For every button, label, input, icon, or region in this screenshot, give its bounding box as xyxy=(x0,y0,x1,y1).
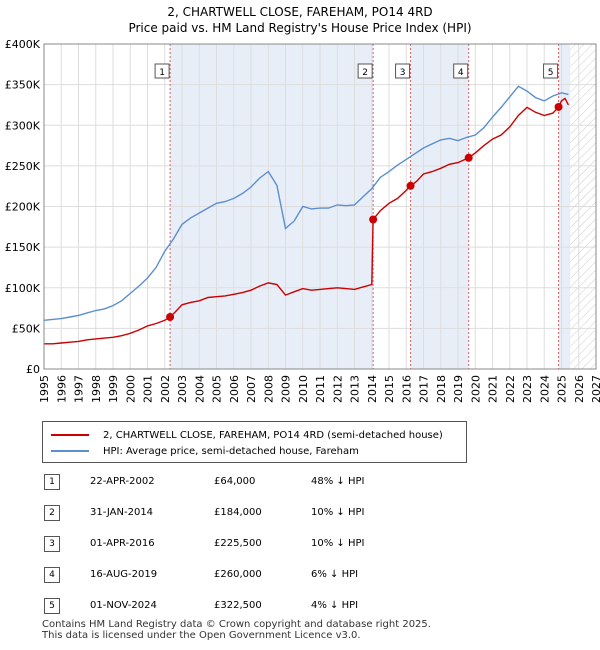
y-tick-label: £200K xyxy=(5,201,41,214)
price-series-line xyxy=(44,97,570,345)
footer: Contains HM Land Registry data © Crown c… xyxy=(42,619,431,641)
price-chart: 1 2 3 4 5 £0 £50K £100K £150K £200K £250K £300K £350… xyxy=(5,38,600,403)
x-tick-label: 2001 xyxy=(142,375,155,403)
x-tick-label: 2023 xyxy=(521,375,534,403)
sale-label-box xyxy=(154,63,170,79)
x-tick-label: 2022 xyxy=(504,375,517,403)
legend-item-price: 2, CHARTWELL CLOSE, FAREHAM, PO14 4RD (s… xyxy=(51,428,443,442)
x-tick-label: 2026 xyxy=(573,375,586,403)
x-tick-label: 2009 xyxy=(280,375,293,403)
chart-subtitle: Price paid vs. HM Land Registry's House … xyxy=(128,21,472,35)
x-tick-label: 2019 xyxy=(452,375,465,403)
y-tick-label: £100K xyxy=(5,282,41,295)
x-tick-label: 2007 xyxy=(245,375,258,403)
y-tick-label: £250K xyxy=(5,160,41,173)
x-tick-label: 2017 xyxy=(418,375,431,403)
chart-legend: 2, CHARTWELL CLOSE, FAREHAM, PO14 4RD (s… xyxy=(42,421,467,463)
sale-number: 3 xyxy=(44,536,60,552)
sale-number: 5 xyxy=(44,598,60,614)
sale-date: 16-AUG-2019 xyxy=(90,569,158,580)
plot-border xyxy=(43,43,597,370)
legend-item-hpi: HPI: Average price, semi-detached house,… xyxy=(51,444,359,458)
x-tick-label: 2024 xyxy=(538,375,551,403)
x-tick-label: 2013 xyxy=(349,375,362,403)
sale-label-number: 2 xyxy=(362,68,368,78)
x-tick-label: 2005 xyxy=(211,375,224,403)
x-tick-label: 2014 xyxy=(366,375,379,403)
sale-label-number: 4 xyxy=(458,68,464,78)
x-tick-label: 2000 xyxy=(124,375,137,403)
sale-date: 22-APR-2002 xyxy=(90,476,155,487)
x-tick-label: 2003 xyxy=(176,375,189,403)
x-tick-label: 2004 xyxy=(193,375,206,403)
table-row: 2 31-JAN-2014 £184,000 10% ↓ HPI xyxy=(42,505,462,521)
sale-hpi-diff: 6% ↓ HPI xyxy=(311,569,359,580)
sale-point xyxy=(406,181,415,190)
x-tick-label: 1999 xyxy=(107,375,120,403)
x-tick-label: 2015 xyxy=(383,375,396,403)
sale-label-number: 3 xyxy=(400,68,406,78)
sale-price: £184,000 xyxy=(214,507,262,518)
sale-label-box xyxy=(453,63,469,79)
sale-point xyxy=(166,313,175,321)
sale-price: £64,000 xyxy=(214,476,256,487)
sale-number: 2 xyxy=(44,505,60,521)
sale-price: £260,000 xyxy=(214,569,262,580)
x-tick-label: 2012 xyxy=(331,375,344,403)
sale-point xyxy=(369,215,378,224)
legend-label-hpi: HPI: Average price, semi-detached house,… xyxy=(103,445,359,457)
legend-swatch-hpi xyxy=(51,450,89,452)
sale-number: 4 xyxy=(44,567,60,583)
x-tick-label: 2008 xyxy=(262,375,275,403)
sale-label-number: 1 xyxy=(159,68,165,78)
x-tick-label: 2027 xyxy=(590,375,600,403)
legend-swatch-price xyxy=(51,434,89,436)
x-tick-label: 2006 xyxy=(228,375,241,403)
x-tick-label: 2021 xyxy=(487,375,500,403)
sale-hpi-diff: 48% ↓ HPI xyxy=(311,476,365,487)
sale-date: 31-JAN-2014 xyxy=(90,507,154,518)
y-tick-label: £0 xyxy=(26,363,40,376)
sale-point xyxy=(554,102,563,111)
y-tick-label: £50K xyxy=(12,322,41,335)
table-row: 4 16-AUG-2019 £260,000 6% ↓ HPI xyxy=(42,567,462,583)
y-tick-label: £150K xyxy=(5,241,41,254)
y-tick-label: £400K xyxy=(5,38,41,51)
sale-date: 01-NOV-2024 xyxy=(90,600,157,611)
footer-licence: This data is licensed under the Open Gov… xyxy=(42,630,361,641)
sale-hpi-diff: 10% ↓ HPI xyxy=(311,538,365,549)
table-row: 5 01-NOV-2024 £322,500 4% ↓ HPI xyxy=(42,598,462,614)
sale-date: 01-APR-2016 xyxy=(90,538,155,549)
x-tick-label: 2010 xyxy=(297,375,310,403)
table-row: 1 22-APR-2002 £64,000 48% ↓ HPI xyxy=(42,474,462,490)
sale-label-box xyxy=(543,63,559,79)
sale-price: £225,500 xyxy=(214,538,262,549)
y-tick-label: £350K xyxy=(5,79,41,92)
legend-label-price: 2, CHARTWELL CLOSE, FAREHAM, PO14 4RD (s… xyxy=(103,429,443,441)
hpi-series-line xyxy=(44,85,569,321)
table-row: 3 01-APR-2016 £225,500 10% ↓ HPI xyxy=(42,536,462,552)
x-tick-label: 1997 xyxy=(73,375,86,403)
x-tick-label: 2002 xyxy=(159,375,172,403)
sale-label-box xyxy=(395,63,411,79)
sale-point xyxy=(464,153,473,162)
chart-title: 2, CHARTWELL CLOSE, FAREHAM, PO14 4RD xyxy=(167,5,433,19)
sale-price: £322,500 xyxy=(214,600,262,611)
x-tick-label: 2025 xyxy=(556,375,569,403)
x-tick-label: 1998 xyxy=(90,375,103,403)
x-tick-label: 2018 xyxy=(435,375,448,403)
sale-hpi-diff: 4% ↓ HPI xyxy=(311,600,359,611)
y-tick-label: £300K xyxy=(5,119,41,132)
sale-number: 1 xyxy=(44,474,60,490)
x-tick-label: 1995 xyxy=(38,375,51,403)
sale-hpi-diff: 10% ↓ HPI xyxy=(311,507,365,518)
x-tick-label: 2016 xyxy=(400,375,413,403)
x-tick-label: 2020 xyxy=(469,375,482,403)
sale-label-box xyxy=(357,63,373,79)
x-tick-label: 1996 xyxy=(55,375,68,403)
x-tick-label: 2011 xyxy=(314,375,327,403)
sale-label-number: 5 xyxy=(548,68,554,78)
footer-copyright: Contains HM Land Registry data © Crown c… xyxy=(42,619,431,630)
